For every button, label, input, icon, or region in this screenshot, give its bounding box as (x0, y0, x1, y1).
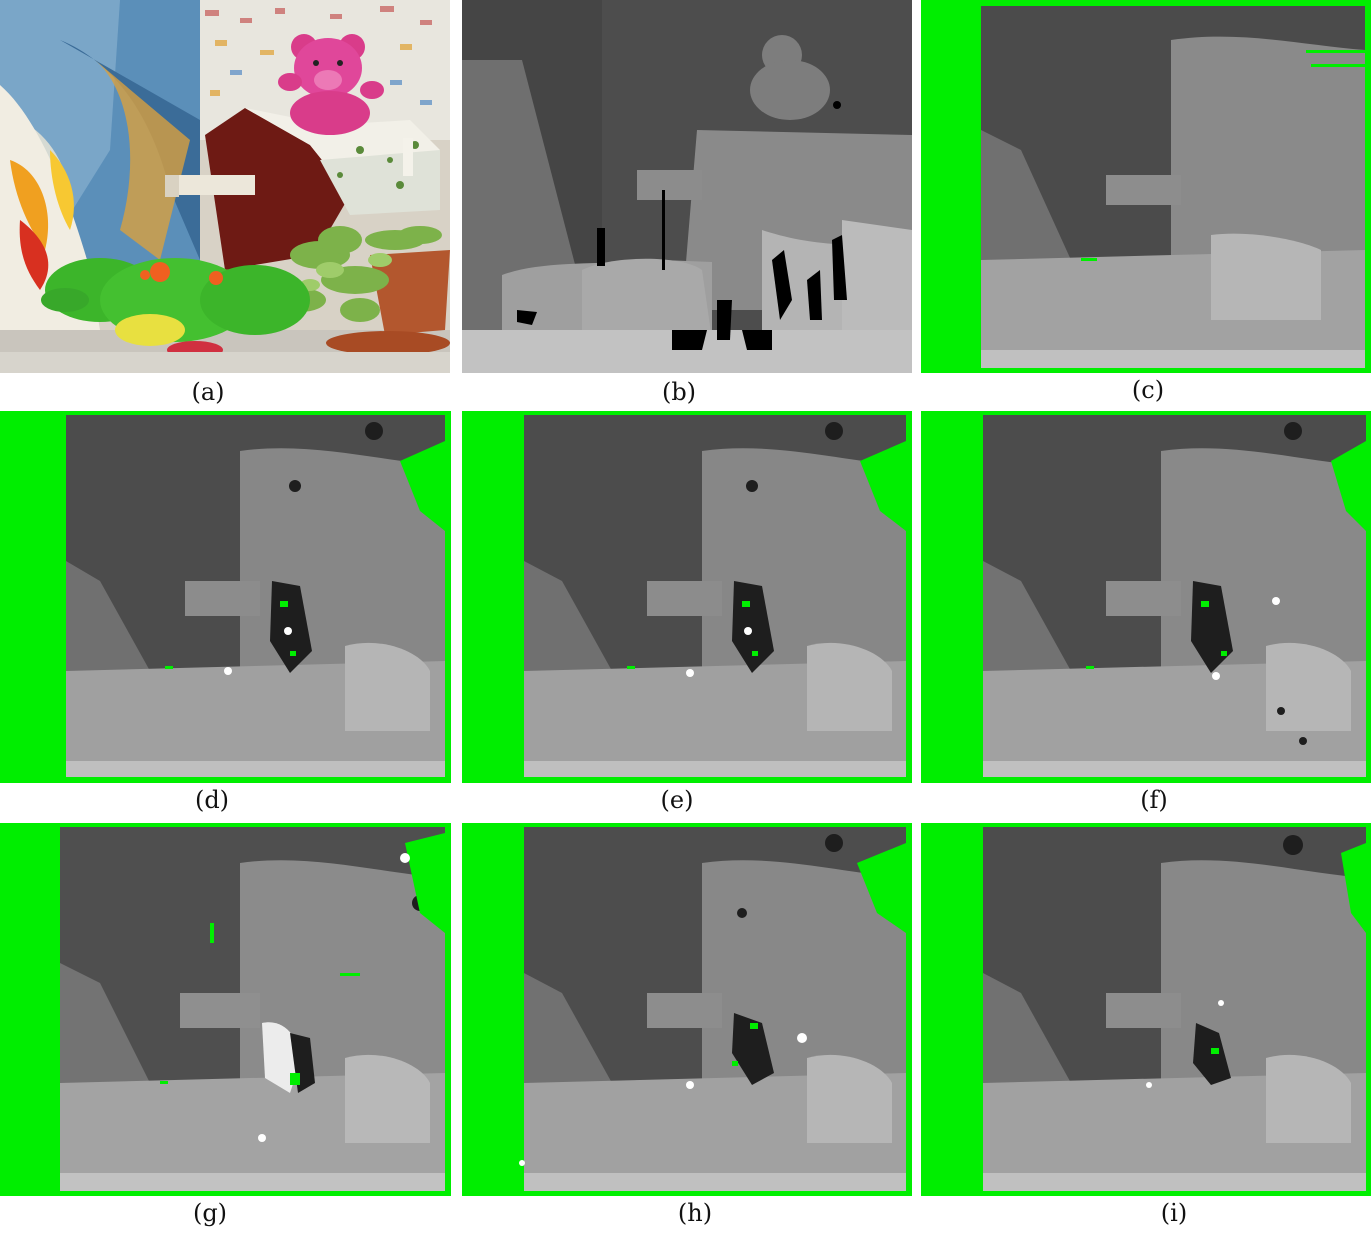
panel-g-disparity (0, 823, 451, 1196)
caption-h: (h) (677, 1199, 713, 1227)
panel-c-disparity (921, 0, 1371, 373)
caption-c: (c) (1131, 376, 1165, 404)
caption-f: (f) (1140, 786, 1168, 814)
disparity-map-d-image (0, 411, 451, 783)
caption-i: (i) (1160, 1199, 1188, 1227)
caption-a: (a) (191, 378, 225, 406)
ground-truth-map-image (462, 0, 912, 373)
disparity-map-i-image (921, 823, 1371, 1196)
panel-i-disparity (921, 823, 1371, 1196)
panel-e-disparity (462, 411, 912, 783)
panel-a-photo (0, 0, 450, 373)
disparity-map-h-image (462, 823, 912, 1196)
panel-f-disparity (921, 411, 1371, 783)
scene-photo-image (0, 0, 450, 373)
caption-d: (d) (194, 786, 230, 814)
caption-g: (g) (192, 1199, 228, 1227)
disparity-map-c-image (921, 0, 1371, 373)
disparity-map-f-image (921, 411, 1371, 783)
disparity-map-g-image (0, 823, 451, 1196)
caption-b: (b) (661, 378, 697, 406)
panel-d-disparity (0, 411, 451, 783)
panel-h-disparity (462, 823, 912, 1196)
caption-e: (e) (660, 786, 694, 814)
disparity-map-e-image (462, 411, 912, 783)
panel-b-ground-truth (462, 0, 912, 373)
